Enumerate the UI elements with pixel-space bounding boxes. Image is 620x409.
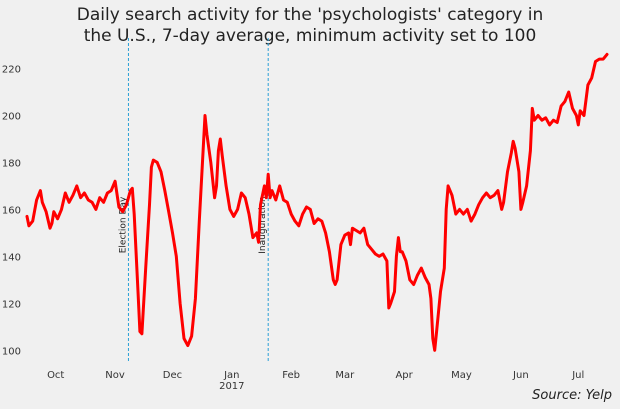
x-tick-label-jun-8: Jun: [512, 370, 529, 381]
y-tick-label-140: 140: [2, 252, 21, 263]
y-tick-label-220: 220: [2, 65, 21, 76]
x-tick-label-jan-3: Jan: [223, 370, 239, 381]
series-group: [25, 52, 609, 352]
x-axis: OctNovDecJanFebMarAprMayJunJulAugSepOct2…: [47, 370, 584, 392]
x-tick-label-apr-6: Apr: [395, 370, 413, 381]
source-caption: Source: Yelp: [532, 388, 612, 403]
x-tick-label-nov-1: Nov: [105, 370, 125, 381]
x-year-label: 2017: [219, 381, 244, 392]
x-tick-label-jul-9: Jul: [571, 370, 584, 381]
chart-title-line-2: the U.S., 7-day average, minimum activit…: [83, 26, 537, 46]
y-tick-label-120: 120: [2, 299, 21, 310]
y-tick-label-180: 180: [2, 158, 21, 169]
x-tick-label-dec-2: Dec: [163, 370, 182, 381]
y-tick-label-200: 200: [2, 111, 21, 122]
x-tick-label-feb-4: Feb: [282, 370, 300, 381]
x-tick-label-mar-5: Mar: [335, 370, 355, 381]
y-tick-label-160: 160: [2, 205, 21, 216]
chart-title-line-1: Daily search activity for the 'psycholog…: [76, 5, 544, 25]
y-axis: 100 120 140 160 180 200 220: [2, 65, 21, 358]
series-line-psychologists: [25, 52, 609, 352]
annotation-label-0: Election Day: [118, 196, 128, 253]
y-tick-label-100: 100: [2, 346, 21, 357]
x-tick-label-oct-0: Oct: [47, 370, 64, 381]
x-tick-label-may-7: May: [451, 370, 472, 381]
annotation-label-1: Inauguration: [258, 196, 268, 253]
